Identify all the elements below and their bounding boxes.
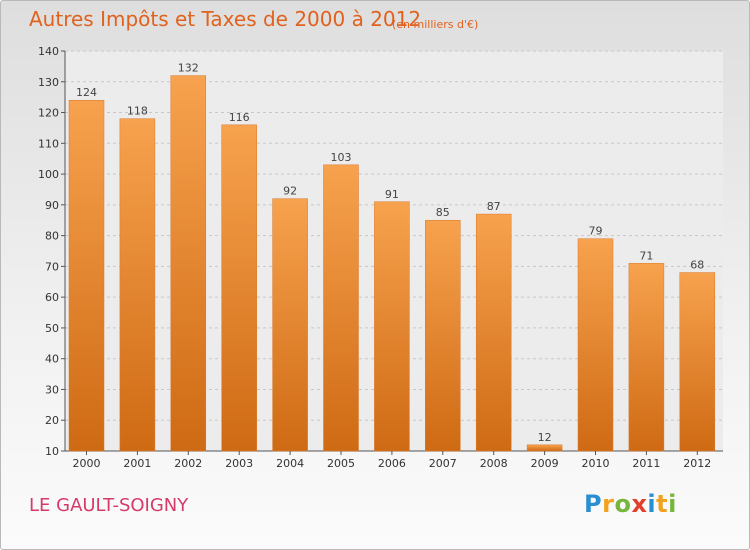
data-label-2008: 87 xyxy=(487,200,501,213)
x-tick-label-2003: 2003 xyxy=(225,457,253,470)
logo-letter: i xyxy=(668,490,677,518)
bar-2005 xyxy=(323,164,359,452)
bar-2006 xyxy=(374,201,410,452)
data-label-2000: 124 xyxy=(76,86,97,99)
y-tick-label: 130 xyxy=(38,76,59,89)
bar-2000 xyxy=(68,99,105,452)
x-tick-label-2010: 2010 xyxy=(582,457,610,470)
x-tick-label-2002: 2002 xyxy=(174,457,202,470)
data-label-2005: 103 xyxy=(331,151,352,164)
x-tick-label-2008: 2008 xyxy=(480,457,508,470)
data-label-2010: 79 xyxy=(589,225,603,238)
y-tick-label: 70 xyxy=(45,260,59,273)
x-tick-label-2000: 2000 xyxy=(73,457,101,470)
bar-2009 xyxy=(526,444,563,452)
x-tick-label-2004: 2004 xyxy=(276,457,304,470)
data-label-2011: 71 xyxy=(639,249,653,262)
bar-2004 xyxy=(272,198,308,452)
logo-letter: r xyxy=(602,490,615,518)
data-label-2002: 132 xyxy=(178,62,199,75)
logo-letter: o xyxy=(614,490,632,518)
y-tick-label: 120 xyxy=(38,107,59,120)
data-label-2012: 68 xyxy=(690,259,704,272)
commune-name: LE GAULT-SOIGNY xyxy=(29,495,189,516)
y-tick-label: 80 xyxy=(45,230,59,243)
y-tick-label: 110 xyxy=(38,137,59,150)
x-tick-label-2007: 2007 xyxy=(429,457,457,470)
x-tick-label-2011: 2011 xyxy=(632,457,660,470)
bar-2003 xyxy=(221,124,257,452)
data-label-2006: 91 xyxy=(385,188,399,201)
data-label-2009: 12 xyxy=(538,431,552,444)
data-label-2003: 116 xyxy=(229,111,250,124)
x-tick-label-2006: 2006 xyxy=(378,457,406,470)
bar-2007 xyxy=(425,219,461,452)
logo-letter: i xyxy=(647,490,657,518)
chart-subtitle: (en milliers d'€) xyxy=(392,18,479,31)
y-tick-label: 20 xyxy=(45,414,59,427)
logo-letter: P xyxy=(584,490,603,518)
data-label-2001: 118 xyxy=(127,105,148,118)
proxiti-logo: Proxiti xyxy=(584,490,677,518)
data-label-2004: 92 xyxy=(283,185,297,198)
y-tick-label: 100 xyxy=(38,168,59,181)
y-tick-label: 50 xyxy=(45,322,59,335)
y-tick-label: 90 xyxy=(45,199,59,212)
bar-2012 xyxy=(679,272,716,452)
x-tick-label-2005: 2005 xyxy=(327,457,355,470)
x-tick-label-2012: 2012 xyxy=(683,457,711,470)
y-tick-label: 40 xyxy=(45,353,59,366)
y-tick-label: 30 xyxy=(45,383,59,396)
bar-2008 xyxy=(475,213,512,452)
logo-letter: x xyxy=(631,490,648,518)
x-tick-label-2009: 2009 xyxy=(531,457,559,470)
data-label-2007: 85 xyxy=(436,206,450,219)
y-tick-label: 10 xyxy=(45,445,59,458)
bar-2011 xyxy=(628,263,665,452)
y-tick-label: 140 xyxy=(38,45,59,58)
bar-2001 xyxy=(119,118,156,452)
logo-letter: t xyxy=(656,490,669,518)
bar-2010 xyxy=(577,238,614,452)
bar-2002 xyxy=(170,75,207,452)
y-tick-label: 60 xyxy=(45,291,59,304)
x-tick-label-2001: 2001 xyxy=(123,457,151,470)
chart-title: Autres Impôts et Taxes de 2000 à 2012 xyxy=(29,7,422,31)
